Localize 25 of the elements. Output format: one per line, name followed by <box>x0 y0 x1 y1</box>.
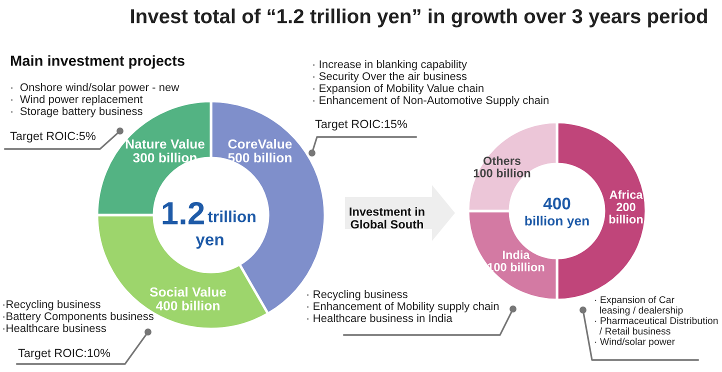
text: trillion <box>208 210 256 222</box>
data-label: 200 billion <box>609 202 643 224</box>
slice-label: Nature Value <box>126 138 205 149</box>
text: · Onshore wind/solar power - new · Wind power replacement · Storage battery business <box>11 83 180 118</box>
text: ·Recycling business ·Battery Components business ·Healthcare business <box>3 300 154 332</box>
text: Target ROIC:5% <box>10 132 96 142</box>
data-label: 100 billion <box>474 168 530 178</box>
text: 1.2 <box>162 202 204 224</box>
slice-label: India <box>503 250 530 260</box>
text: Target ROIC:10% <box>18 348 110 360</box>
text: Investment in Global South <box>350 207 424 229</box>
slice-label: CoreValue <box>228 138 292 149</box>
text: yen <box>196 236 224 249</box>
text: billion yen <box>525 216 589 228</box>
slice-label: Africa <box>610 190 643 199</box>
text: · Recycling business · Enhancement of Mobility supply chain · Healthcare business in India <box>307 290 499 322</box>
text: · Expansion of Car leasing / dealership · Pharmaceutical Distribution / Retail business · Wind/solar power <box>595 296 718 347</box>
text: 400 <box>543 198 570 210</box>
data-label: 400 billion <box>156 300 220 310</box>
text: Target ROIC:15% <box>315 120 408 130</box>
text: · Increase in blanking capability · Security Over the air business · Expansion of Mobility Value chain · Enhancement of Non-Automotive Supply chain <box>313 60 548 106</box>
slice-label: Social Value <box>150 286 226 297</box>
text: Invest total of “1.2 trillion yen” in growth over 3 years period <box>131 8 707 28</box>
chart-subtitle: Main investment projects <box>10 55 184 69</box>
slice-label: Others <box>483 156 521 166</box>
